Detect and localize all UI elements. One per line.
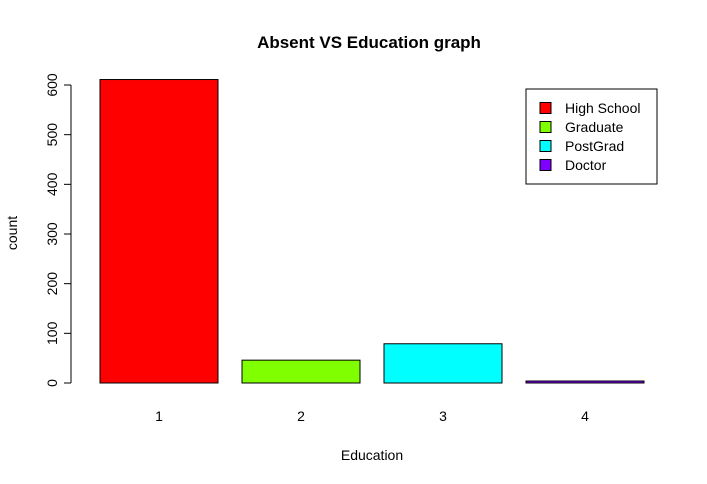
x-tick-label: 3 — [439, 408, 447, 424]
bar — [525, 380, 645, 384]
y-tick-label: 300 — [44, 222, 60, 246]
legend-swatch — [539, 140, 552, 152]
legend-swatch — [539, 121, 552, 133]
legend-label: Graduate — [565, 119, 624, 135]
bars — [99, 79, 645, 384]
x-tick-label: 4 — [581, 408, 589, 424]
x-axis-label: Education — [341, 447, 403, 463]
x-tick-labels: 1 2 3 4 — [155, 408, 589, 424]
bar — [241, 359, 361, 384]
x-tick-label: 2 — [297, 408, 305, 424]
legend: High School Graduate PostGrad Doctor — [525, 88, 658, 185]
y-axis-label: count — [4, 216, 20, 250]
bar — [99, 79, 219, 384]
y-tick-label: 0 — [44, 379, 60, 387]
y-tick-label: 400 — [44, 172, 60, 196]
legend-label: High School — [565, 100, 641, 116]
legend-swatch — [539, 102, 552, 114]
legend-swatch — [539, 159, 552, 171]
y-tick-label: 500 — [44, 123, 60, 147]
legend-label: PostGrad — [565, 138, 624, 154]
legend-label: Doctor — [565, 157, 607, 173]
chart-title: Absent VS Education graph — [257, 33, 481, 52]
y-axis: 0 100 200 300 400 500 600 — [44, 73, 72, 387]
x-tick-label: 1 — [155, 408, 163, 424]
y-tick-label: 100 — [44, 321, 60, 345]
y-tick-label: 600 — [44, 73, 60, 97]
y-tick-label: 200 — [44, 272, 60, 296]
bar — [383, 343, 503, 384]
